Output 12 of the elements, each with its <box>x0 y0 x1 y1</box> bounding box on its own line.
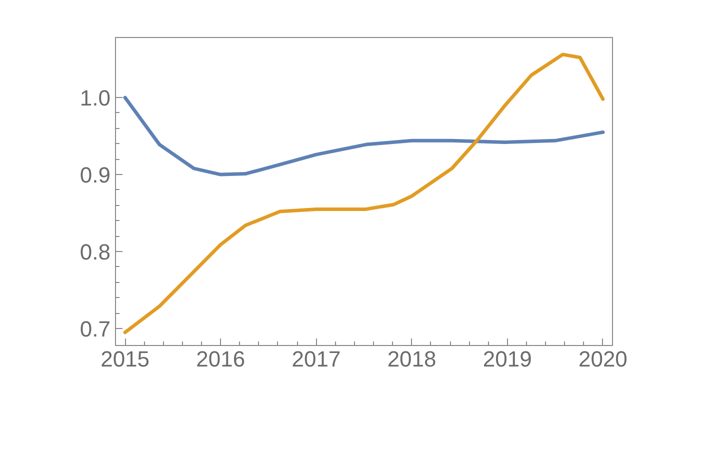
y-tick-label: 0.8 <box>80 240 111 265</box>
y-tick-label: 0.9 <box>80 162 111 188</box>
x-tick-label: 2019 <box>482 346 532 372</box>
x-tick-label: 2020 <box>578 346 628 372</box>
x-tick-label: 2016 <box>196 346 246 372</box>
y-tick-label: 0.7 <box>80 316 111 342</box>
x-tick-label: 2017 <box>292 346 341 372</box>
y-tick-label: 1.0 <box>80 86 111 111</box>
line-series <box>123 96 605 176</box>
line-series <box>123 52 605 334</box>
x-tick-label: 2015 <box>100 346 150 372</box>
x-tick-label: 2018 <box>387 346 436 372</box>
